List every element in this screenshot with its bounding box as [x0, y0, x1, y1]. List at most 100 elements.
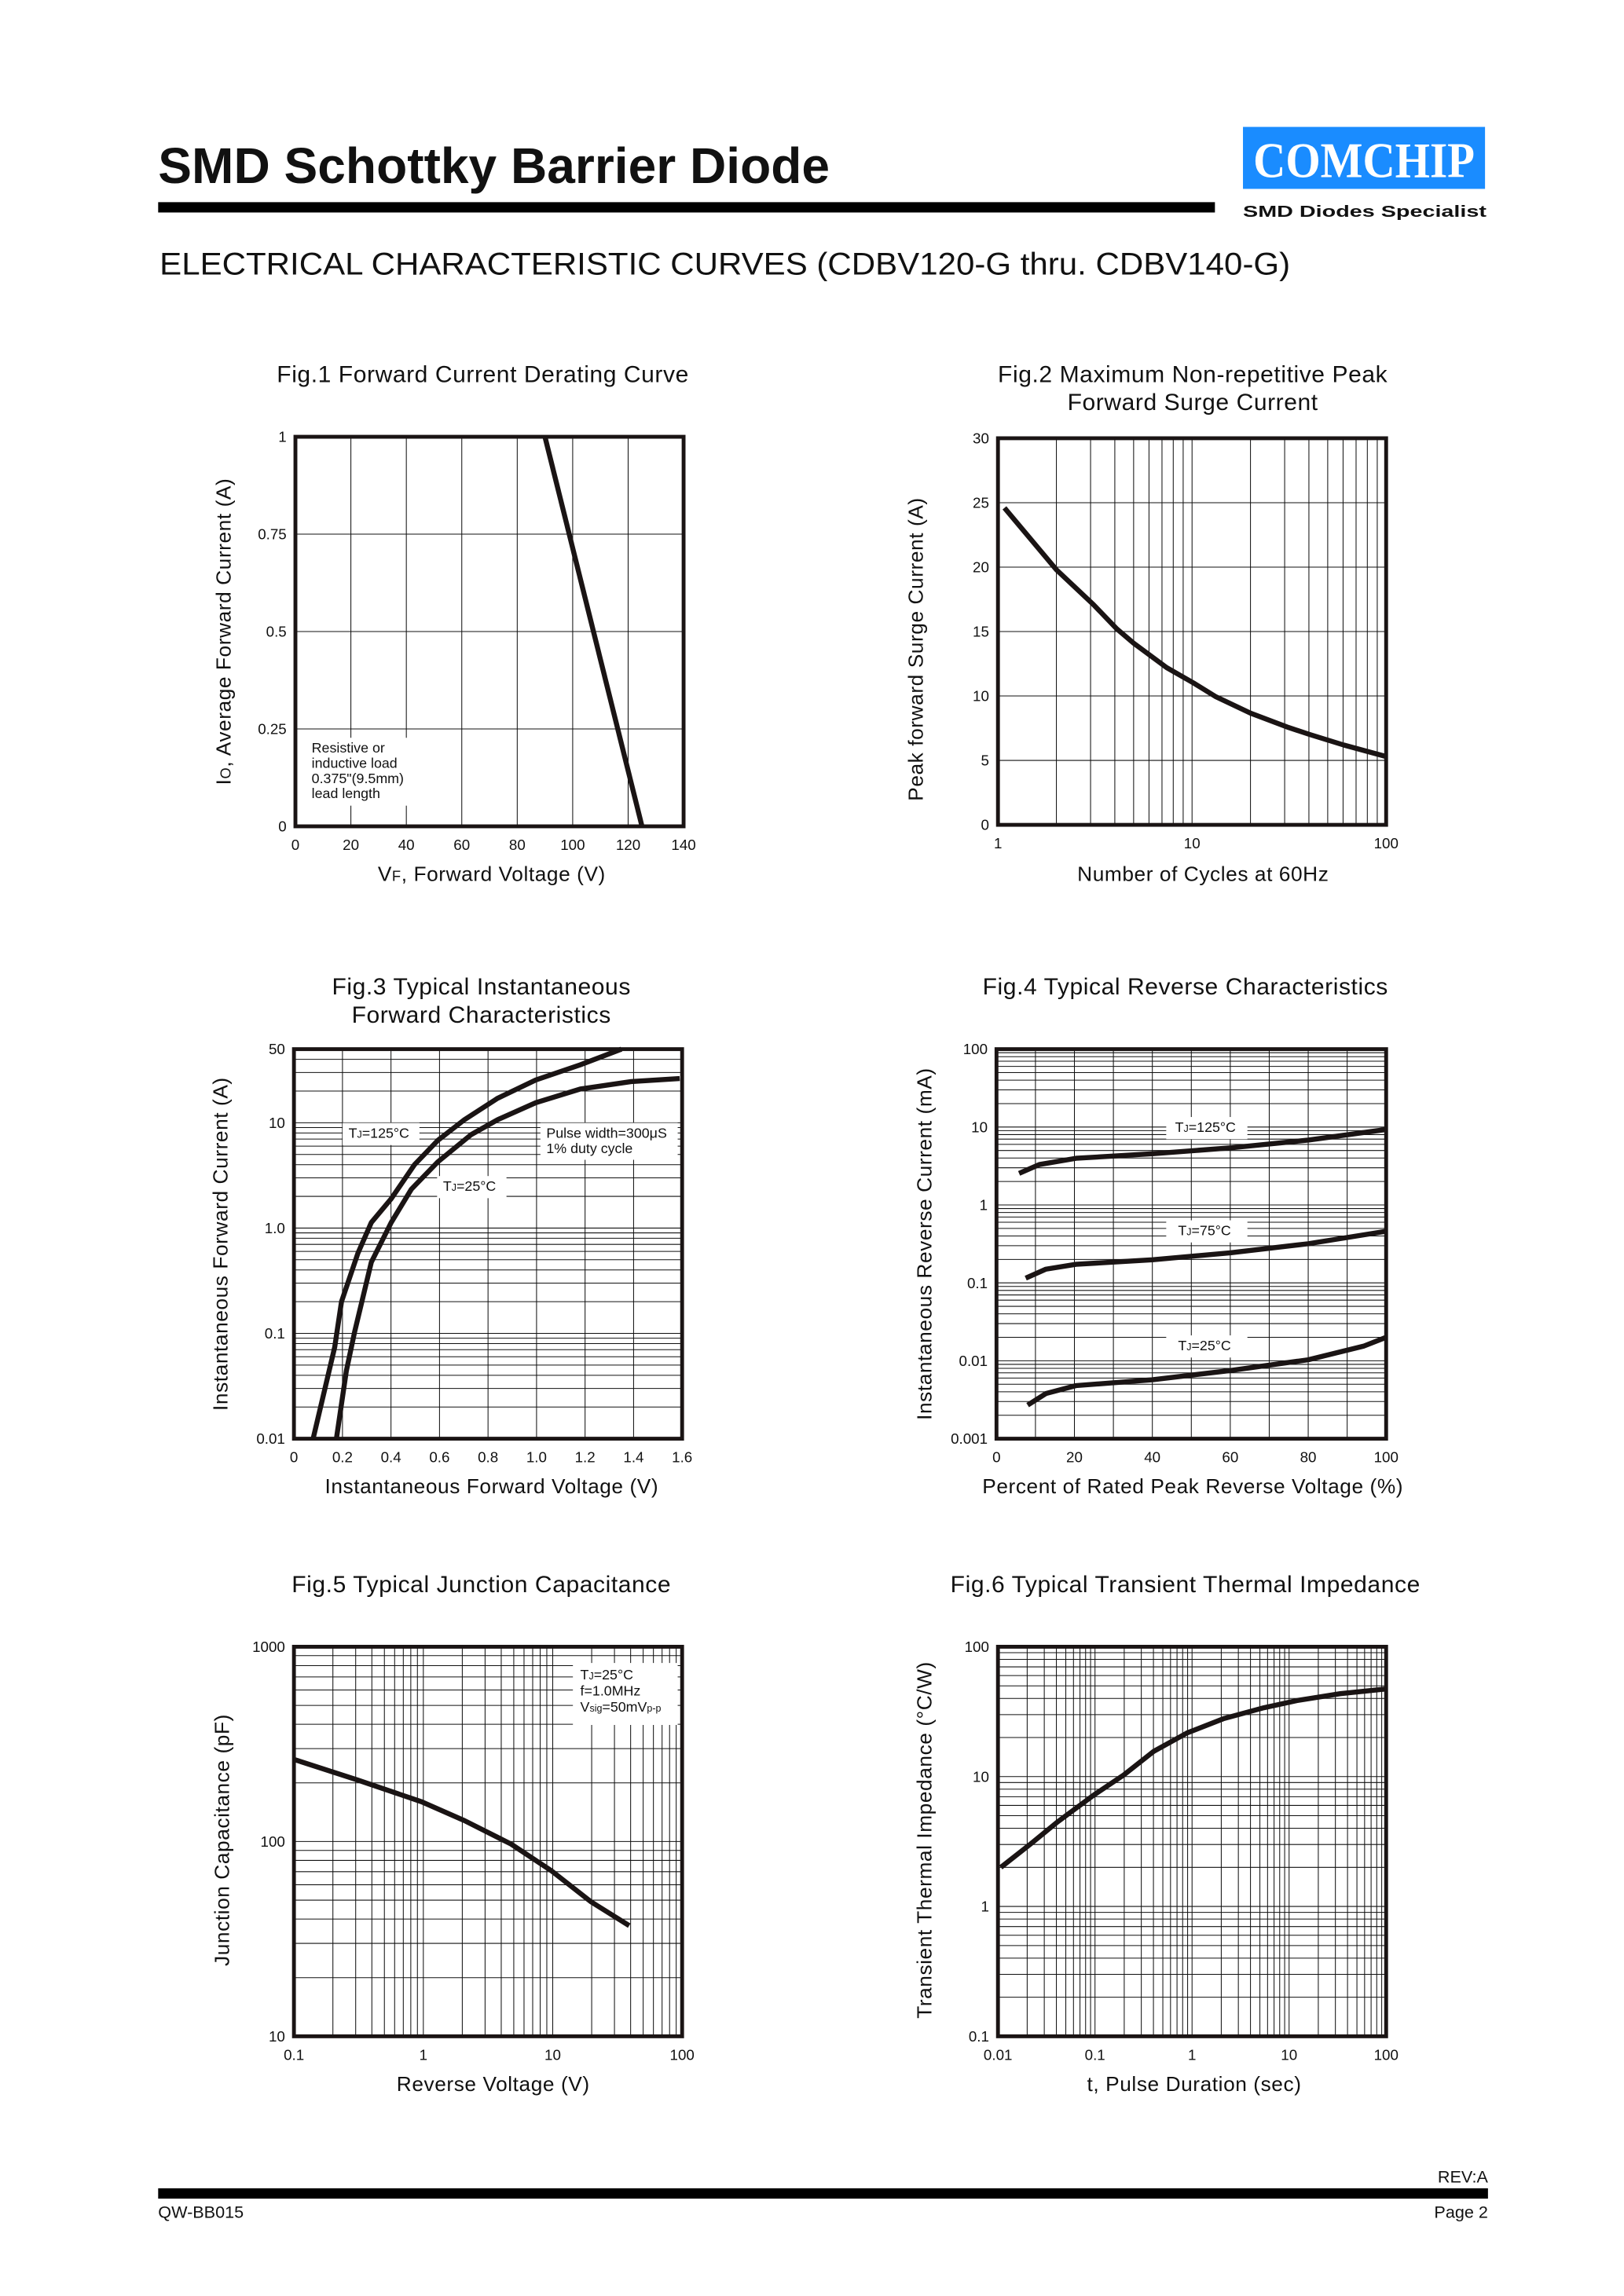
x-tick-label: 20	[343, 837, 359, 853]
series-curve-1	[1003, 506, 1388, 760]
plot-frame	[293, 434, 686, 829]
y-axis-label: Instantaneous Forward Current (A)	[209, 1077, 233, 1411]
y-tick-label: 1	[278, 429, 286, 445]
x-tick-label: 20	[1066, 1449, 1083, 1466]
x-tick-label: 1	[420, 2046, 427, 2063]
x-tick-label: 1	[1188, 2046, 1196, 2063]
series-curve-3	[1026, 1335, 1388, 1408]
logo-tagline: SMD Diodes Specialist	[1243, 203, 1487, 221]
revision-label: REV:A	[1438, 2166, 1489, 2186]
y-tick-label: 0.01	[959, 1353, 988, 1369]
figure-title-line-2: Forward Surge Current	[1068, 390, 1318, 416]
y-axis-label: IO, Average Forward Current (A)	[211, 478, 235, 785]
grid	[997, 438, 1387, 826]
annotation: TJ=75°C	[1166, 1220, 1248, 1243]
annotation: TJ=25°C	[1166, 1335, 1248, 1358]
x-tick-label: 1.4	[623, 1449, 643, 1466]
grid	[293, 1049, 683, 1440]
section-subtitle: ELECTRICAL CHARACTERISTIC CURVES (CDBV12…	[159, 247, 1290, 281]
series-curve-2	[334, 1075, 680, 1440]
series-curve-1	[1017, 1126, 1387, 1176]
plot-area: TJ=125°C TJ=75°C TJ=25°C 0 20 40 60 80 100 0.001 0…	[951, 1041, 1399, 1465]
header-rule	[158, 202, 1215, 213]
figure-3: Fig.3 Typical Instantaneous Forward Char…	[209, 974, 693, 1498]
x-tick-label: 1.0	[526, 1449, 547, 1466]
x-tick-label: 0.01	[984, 2046, 1013, 2063]
x-tick-label: 100	[1374, 2046, 1399, 2063]
document-code: QW-BB015	[158, 2202, 244, 2221]
y-tick-label: 100	[963, 1041, 988, 1057]
x-tick-label: 120	[616, 837, 640, 853]
y-tick-label: 10	[973, 1768, 989, 1785]
y-tick-label: 15	[973, 624, 989, 640]
x-tick-label: 100	[560, 837, 585, 853]
figure-title-line-1: Fig.2 Maximum Non-repetitive Peak	[998, 362, 1388, 388]
series-curve-2	[1025, 1229, 1387, 1281]
logo-text: COMCHIP	[1253, 132, 1475, 188]
x-tick-label: 60	[1222, 1449, 1238, 1466]
x-tick-label: 1	[994, 835, 1002, 851]
x-axis-label: Number of Cycles at 60Hz	[1077, 862, 1329, 885]
y-tick-label: 1	[980, 1197, 988, 1214]
y-axis-label: Instantaneous Reverse Current (mA)	[913, 1067, 937, 1420]
logo-background	[1243, 126, 1486, 189]
y-tick-label: 30	[973, 430, 989, 446]
annotation-background	[1166, 1220, 1248, 1243]
figure-title-line-1: Fig.3 Typical Instantaneous	[332, 974, 630, 1000]
y-axis-label: Peak forward Surge Current (A)	[904, 497, 927, 800]
y-tick-label: 100	[965, 1639, 989, 1655]
annotation-text: f=1.0MHz	[581, 1683, 641, 1698]
y-axis-label: Junction Capacitance (pF)	[210, 1714, 233, 1966]
annotation-background	[540, 1122, 678, 1160]
x-tick-label: 80	[509, 837, 526, 853]
series-curve-1	[293, 1756, 631, 1928]
y-tick-label: 1000	[252, 1639, 285, 1655]
annotation-background	[302, 738, 430, 806]
grid	[997, 1646, 1387, 2037]
figure-title-line-2: Forward Characteristics	[352, 1002, 611, 1028]
y-tick-label: 0.001	[951, 1430, 988, 1447]
annotation: TJ=125°C	[1166, 1117, 1248, 1140]
y-tick-label: 10	[269, 1115, 285, 1131]
series-curve-1	[310, 1046, 623, 1440]
figure-5: Fig.5 Typical Junction Capacitance TJ=25…	[210, 1572, 694, 2096]
figure-title: Fig.5 Typical Junction Capacitance	[291, 1572, 671, 1598]
plot-frame	[995, 436, 1388, 827]
x-tick-label: 0.8	[478, 1449, 498, 1466]
y-tick-label: 0.5	[266, 624, 287, 640]
y-tick-label: 0.75	[258, 526, 287, 543]
grid	[995, 1049, 1387, 1440]
y-tick-label: 25	[973, 495, 989, 511]
y-tick-label: 1	[981, 1899, 988, 1915]
x-axis-label: VF, Forward Voltage (V)	[378, 862, 606, 885]
figure-title: Fig.4 Typical Reverse Characteristics	[983, 974, 1388, 1000]
x-tick-label: 0.2	[332, 1449, 353, 1466]
plot-frame	[291, 1047, 684, 1441]
y-tick-label: 5	[981, 753, 988, 769]
y-tick-label: 50	[269, 1041, 285, 1057]
annotation-text: 0.375"(9.5mm)	[312, 771, 404, 786]
annotation-background	[437, 1176, 507, 1199]
plot-area: 1 10 100 0 5 10 15 20 25 30	[973, 430, 1399, 851]
annotation-text: TJ=25°C	[1178, 1338, 1231, 1353]
annotation: TJ=25°C	[437, 1176, 507, 1199]
annotation-text: inductive load	[312, 755, 398, 771]
annotation-text: lead length	[312, 785, 380, 801]
annotation-background	[1166, 1117, 1248, 1140]
x-tick-label: 1.2	[575, 1449, 596, 1466]
annotation-text: TJ=125°C	[1175, 1119, 1236, 1135]
y-tick-label: 10	[971, 1119, 988, 1135]
y-tick-label: 0	[278, 818, 286, 835]
x-tick-label: 0.6	[429, 1449, 449, 1466]
y-tick-label: 0.1	[265, 1325, 285, 1342]
annotation-text: TJ=25°C	[443, 1178, 497, 1194]
annotation-text: Resistive or	[312, 740, 385, 756]
x-tick-label: 0	[992, 1449, 1000, 1466]
